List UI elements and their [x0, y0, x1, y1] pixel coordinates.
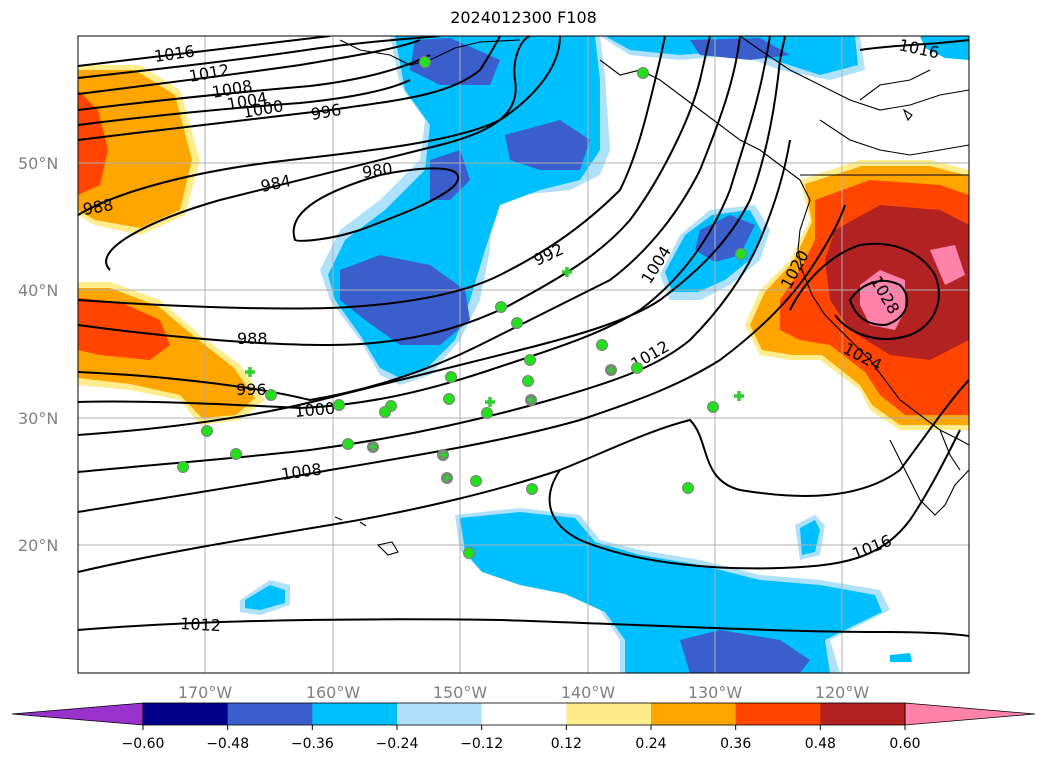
- colorbar-swatch: [227, 703, 313, 725]
- station-circle-marker: [445, 371, 457, 383]
- longitude-labels: 170°W 160°W 150°W 140°W 130°W 120°W: [178, 683, 870, 702]
- station-circle-marker: [707, 401, 719, 413]
- colorbar-swatch: [312, 703, 398, 725]
- lon-label: 160°W: [306, 683, 361, 702]
- lat-label: 50°N: [18, 154, 58, 173]
- colorbar-tick-label: −0.24: [376, 736, 419, 752]
- colorbar-extend-low: [11, 702, 144, 726]
- station-circle-marker: [379, 406, 391, 418]
- colorbar-swatch: [143, 703, 229, 725]
- map-title: 2024012300 F108: [450, 8, 597, 27]
- colorbar-swatch: [397, 703, 483, 725]
- station-circle-marker: [637, 67, 649, 79]
- colorbar-tick-label: −0.48: [206, 736, 249, 752]
- station-circle-marker: [596, 339, 608, 351]
- graticule: [78, 36, 969, 673]
- lat-label: 30°N: [18, 409, 58, 428]
- station-markers: [177, 56, 747, 559]
- latitude-labels: 50°N 40°N 30°N 20°N: [18, 154, 58, 555]
- colorbar-extend-high: [904, 702, 1036, 726]
- station-cross-marker: [527, 396, 535, 404]
- colorbar-tick-label: 0.60: [889, 736, 920, 752]
- colorbar-tick-label: 0.24: [635, 736, 666, 752]
- station-circle-marker: [735, 248, 747, 260]
- lon-label: 170°W: [178, 683, 233, 702]
- coastlines: [334, 36, 969, 556]
- station-cross-marker: [485, 397, 495, 407]
- colorbar-outline: [142, 702, 906, 726]
- colorbar-tick-label: −0.60: [122, 736, 165, 752]
- colorbar-tick-label: 0.48: [805, 736, 836, 752]
- lat-label: 40°N: [18, 281, 58, 300]
- station-circle-marker: [333, 399, 345, 411]
- station-circle-marker: [342, 438, 354, 450]
- colorbar-swatch: [566, 703, 652, 725]
- station-circle-marker: [631, 362, 643, 374]
- station-cross-marker: [245, 367, 255, 377]
- station-circle-marker: [443, 393, 455, 405]
- lon-label: 130°W: [688, 683, 743, 702]
- map-area: 1016 1012 1008 1004 1000 996 984 980 988…: [78, 36, 969, 673]
- colorbar-swatch: [651, 703, 737, 725]
- isobar-label: 1012: [180, 614, 222, 635]
- station-circle-marker: [419, 56, 431, 68]
- station-circle-marker: [495, 301, 507, 313]
- colorbar-tick-label: 0.12: [551, 736, 582, 752]
- colorbar-tick-label: −0.36: [291, 736, 334, 752]
- station-circle-marker: [230, 448, 242, 460]
- station-circle-marker: [470, 475, 482, 487]
- station-cross-marker: [369, 443, 377, 451]
- station-circle-marker: [511, 317, 523, 329]
- station-circle-marker: [522, 375, 534, 387]
- positive-anomaly-fields: [78, 65, 969, 430]
- colorbar-tick-label: −0.12: [460, 736, 503, 752]
- station-circle-marker: [526, 483, 538, 495]
- lon-label: 150°W: [433, 683, 488, 702]
- colorbar-swatch: [735, 703, 821, 725]
- isobar-label: 1000: [294, 399, 336, 421]
- isobars: [78, 36, 969, 637]
- isobar-label: 980: [361, 159, 394, 182]
- colorbar-swatch: [481, 703, 567, 725]
- isobar-label: 996: [236, 380, 267, 399]
- station-circle-marker: [524, 354, 536, 366]
- station-circle-marker: [463, 547, 475, 559]
- station-cross-marker: [734, 391, 744, 401]
- map-frame: [77, 35, 970, 674]
- station-circle-marker: [201, 425, 213, 437]
- lat-label: 20°N: [18, 536, 58, 555]
- colorbar-tick-label: 0.36: [720, 736, 751, 752]
- station-circle-marker: [682, 482, 694, 494]
- lon-label: 140°W: [561, 683, 616, 702]
- station-cross-marker: [562, 267, 572, 277]
- station-circle-marker: [265, 389, 277, 401]
- isobar-label: 988: [237, 329, 268, 348]
- station-circle-marker: [177, 461, 189, 473]
- station-cross-marker: [443, 474, 451, 482]
- lon-label: 120°W: [815, 683, 870, 702]
- station-cross-marker: [607, 366, 615, 374]
- station-circle-marker: [481, 407, 493, 419]
- colorbar: −0.60 −0.48 −0.36 −0.24 −0.12 0.12 0.24 0.36 0.4…: [11, 702, 1036, 752]
- colorbar-swatch: [820, 703, 906, 725]
- station-cross-marker: [439, 451, 447, 459]
